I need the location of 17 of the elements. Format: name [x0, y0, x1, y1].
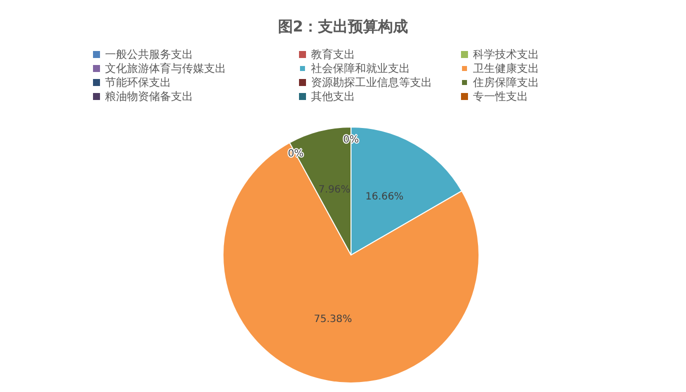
legend-label: 文化旅游体育与传媒支出	[105, 62, 226, 75]
legend-label: 粮油物资储备支出	[105, 90, 193, 103]
data-label: 75.38%	[314, 314, 352, 326]
legend-label: 科学技术支出	[473, 48, 539, 61]
legend-label: 一般公共服务支出	[105, 48, 193, 61]
legend-label: 卫生健康支出	[473, 62, 539, 75]
legend-label: 节能环保支出	[105, 76, 171, 89]
legend-label: 其他支出	[311, 90, 355, 103]
legend-label: 资源勘探工业信息等支出	[311, 76, 432, 89]
legend-label: 教育支出	[311, 48, 355, 61]
legend-label: 专一性支出	[473, 90, 528, 103]
data-label: 16.66%	[365, 191, 404, 202]
legend-label: 社会保障和就业支出	[311, 62, 410, 75]
chart-title: 图2：支出预算构成	[278, 18, 408, 36]
text: 0%	[343, 134, 359, 146]
text: 0%	[288, 148, 304, 160]
legend-label: 住房保障支出	[473, 76, 539, 89]
